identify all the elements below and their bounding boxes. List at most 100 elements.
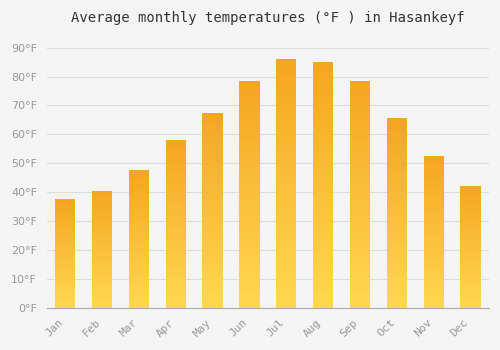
Bar — [276, 201, 296, 203]
Bar — [386, 198, 407, 200]
Bar — [92, 214, 112, 215]
Bar — [350, 262, 370, 265]
Bar — [386, 274, 407, 275]
Bar — [240, 253, 260, 256]
Bar — [129, 278, 149, 279]
Bar — [202, 134, 222, 136]
Bar — [424, 273, 444, 274]
Bar — [166, 169, 186, 170]
Bar — [129, 302, 149, 304]
Bar — [424, 291, 444, 293]
Bar — [166, 283, 186, 284]
Bar — [313, 261, 333, 264]
Bar — [460, 234, 480, 235]
Bar — [55, 260, 76, 261]
Bar — [350, 169, 370, 172]
Bar — [92, 254, 112, 255]
Bar — [276, 72, 296, 74]
Bar — [166, 214, 186, 216]
Bar — [240, 113, 260, 115]
Bar — [424, 239, 444, 241]
Bar — [166, 239, 186, 241]
Bar — [202, 156, 222, 158]
Bar — [55, 279, 76, 280]
Bar — [129, 298, 149, 300]
Bar — [460, 196, 480, 197]
Bar — [386, 179, 407, 181]
Bar — [55, 262, 76, 263]
Bar — [350, 201, 370, 203]
Bar — [240, 188, 260, 190]
Bar — [55, 290, 76, 292]
Bar — [166, 144, 186, 145]
Bar — [240, 131, 260, 133]
Bar — [202, 232, 222, 234]
Bar — [460, 263, 480, 264]
Bar — [92, 201, 112, 202]
Bar — [240, 106, 260, 108]
Bar — [240, 242, 260, 244]
Bar — [166, 180, 186, 182]
Bar — [424, 171, 444, 173]
Bar — [240, 281, 260, 283]
Bar — [240, 167, 260, 169]
Bar — [202, 267, 222, 269]
Bar — [55, 209, 76, 210]
Bar — [240, 272, 260, 274]
Bar — [240, 174, 260, 176]
Bar — [460, 275, 480, 276]
Bar — [55, 208, 76, 209]
Bar — [129, 213, 149, 215]
Bar — [202, 201, 222, 202]
Bar — [92, 261, 112, 262]
Bar — [129, 236, 149, 238]
Bar — [350, 265, 370, 267]
Bar — [313, 102, 333, 104]
Bar — [386, 209, 407, 211]
Bar — [92, 265, 112, 266]
Bar — [313, 94, 333, 97]
Bar — [240, 212, 260, 215]
Bar — [202, 191, 222, 193]
Bar — [460, 270, 480, 271]
Bar — [166, 247, 186, 249]
Bar — [92, 217, 112, 218]
Bar — [460, 274, 480, 275]
Bar — [240, 165, 260, 167]
Bar — [276, 191, 296, 194]
Bar — [276, 89, 296, 92]
Bar — [202, 204, 222, 206]
Bar — [92, 191, 112, 192]
Bar — [276, 186, 296, 189]
Bar — [460, 188, 480, 189]
Bar — [386, 296, 407, 298]
Bar — [350, 181, 370, 183]
Bar — [313, 77, 333, 79]
Bar — [129, 217, 149, 218]
Bar — [240, 203, 260, 206]
Bar — [460, 254, 480, 256]
Bar — [350, 183, 370, 185]
Bar — [55, 265, 76, 266]
Bar — [313, 106, 333, 109]
Bar — [240, 117, 260, 119]
Bar — [166, 299, 186, 301]
Bar — [202, 163, 222, 165]
Bar — [240, 156, 260, 158]
Bar — [55, 211, 76, 212]
Bar — [129, 176, 149, 177]
Bar — [350, 208, 370, 210]
Bar — [55, 221, 76, 222]
Bar — [276, 174, 296, 176]
Bar — [202, 300, 222, 302]
Bar — [129, 216, 149, 217]
Bar — [460, 241, 480, 242]
Bar — [92, 241, 112, 242]
Bar — [92, 204, 112, 205]
Bar — [92, 299, 112, 300]
Bar — [166, 256, 186, 258]
Bar — [55, 268, 76, 269]
Bar — [350, 185, 370, 188]
Bar — [313, 241, 333, 244]
Bar — [460, 287, 480, 288]
